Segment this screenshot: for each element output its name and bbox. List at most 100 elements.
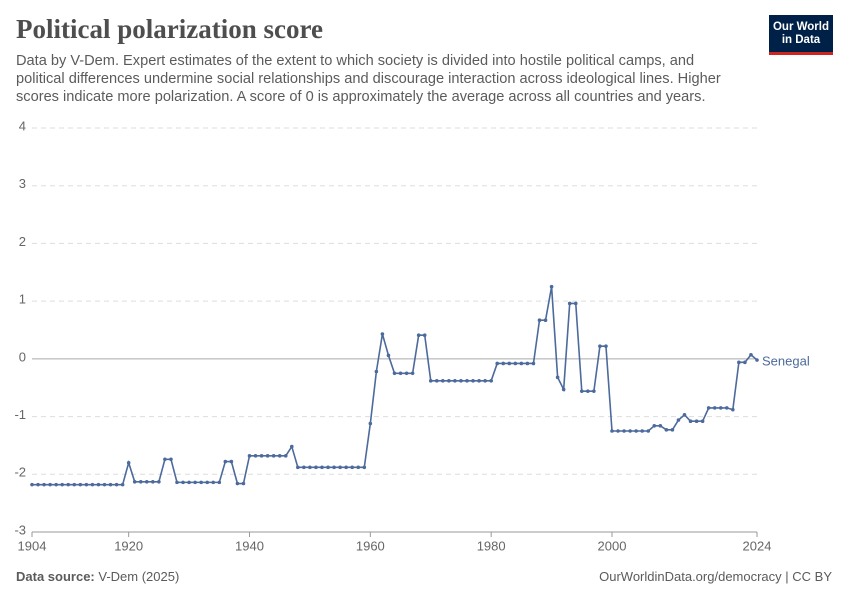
data-point xyxy=(724,406,729,410)
data-point xyxy=(428,378,433,383)
data-point xyxy=(132,479,137,484)
data-point xyxy=(84,482,89,487)
source-label: Data source: xyxy=(16,569,95,584)
data-point xyxy=(253,454,258,458)
data-point xyxy=(374,369,379,374)
data-point xyxy=(181,480,185,485)
x-tick-label: 1980 xyxy=(477,538,506,553)
data-point xyxy=(652,424,657,428)
series-label: Senegal xyxy=(762,353,810,368)
data-point xyxy=(332,465,336,470)
data-point xyxy=(78,482,83,487)
data-point xyxy=(314,465,318,470)
data-point xyxy=(144,479,149,484)
data-point xyxy=(350,465,355,470)
series-line xyxy=(32,286,758,486)
data-point xyxy=(102,482,107,487)
data-point xyxy=(718,406,723,410)
data-point xyxy=(471,378,475,383)
data-point xyxy=(670,428,675,432)
chart-subtitle: Data by V-Dem. Expert estimates of the e… xyxy=(16,53,721,105)
data-point xyxy=(308,465,312,470)
data-point xyxy=(495,361,500,366)
x-tick-label: 1904 xyxy=(18,538,47,553)
data-point xyxy=(42,482,46,487)
data-point xyxy=(265,454,270,458)
data-point xyxy=(30,482,34,487)
data-point xyxy=(114,482,119,487)
data-point xyxy=(320,465,324,470)
data-point xyxy=(610,429,614,433)
data-point xyxy=(755,358,759,362)
chart-title: Political polarization score xyxy=(16,14,323,44)
data-point xyxy=(712,406,717,410)
data-point xyxy=(700,419,705,423)
data-point xyxy=(362,465,367,470)
data-point xyxy=(72,482,77,487)
source: Data source: V-Dem (2025) xyxy=(16,569,179,584)
data-point xyxy=(96,482,101,487)
data-point xyxy=(579,389,584,393)
data-point xyxy=(465,378,469,383)
credit[interactable]: OurWorldinData.org/democracy | CC BY xyxy=(599,569,832,584)
logo[interactable]: Our World in Data xyxy=(769,15,833,55)
data-point xyxy=(277,454,282,458)
data-point xyxy=(549,284,554,289)
data-point xyxy=(459,378,463,383)
data-point xyxy=(592,389,596,393)
y-tick-label: 2 xyxy=(19,234,26,249)
data-point xyxy=(441,378,445,383)
data-point xyxy=(676,418,681,422)
data-point xyxy=(477,378,481,383)
data-point xyxy=(598,344,602,348)
data-point xyxy=(622,429,626,433)
data-point xyxy=(289,444,294,449)
data-point xyxy=(380,332,385,336)
data-point xyxy=(36,482,40,487)
data-point xyxy=(604,344,608,348)
data-point xyxy=(211,480,216,485)
data-point xyxy=(338,465,342,470)
x-tick-label: 1940 xyxy=(235,538,264,553)
x-tick-label: 2000 xyxy=(598,538,627,553)
data-point xyxy=(519,361,524,366)
data-point xyxy=(434,378,439,383)
data-point xyxy=(658,424,663,428)
data-point xyxy=(247,454,252,458)
data-point xyxy=(108,482,113,487)
y-tick-label: 4 xyxy=(19,118,26,133)
data-point xyxy=(217,480,222,485)
data-point xyxy=(694,419,699,423)
data-point xyxy=(586,389,590,393)
data-point xyxy=(561,387,566,392)
data-point xyxy=(628,429,632,433)
data-point xyxy=(241,481,246,486)
data-point xyxy=(356,465,361,470)
data-point xyxy=(422,333,427,337)
y-tick-label: -1 xyxy=(14,407,26,422)
source-text: V-Dem (2025) xyxy=(98,569,180,584)
data-point xyxy=(48,482,52,487)
data-point xyxy=(489,378,493,383)
data-point xyxy=(664,428,669,432)
data-point xyxy=(187,480,191,485)
x-tick-label: 1960 xyxy=(356,538,385,553)
data-point xyxy=(151,479,155,484)
data-point xyxy=(205,480,210,485)
data-point xyxy=(749,353,753,357)
data-point xyxy=(163,457,167,462)
data-point xyxy=(682,413,687,417)
data-point xyxy=(193,480,197,485)
data-point xyxy=(169,457,173,462)
data-point xyxy=(138,479,143,484)
data-point xyxy=(555,375,560,380)
data-point xyxy=(302,465,306,470)
data-point xyxy=(175,480,179,485)
data-point xyxy=(60,482,65,487)
data-point xyxy=(157,479,161,484)
data-point xyxy=(416,333,421,337)
data-point xyxy=(634,429,638,433)
data-point xyxy=(229,459,234,464)
data-point xyxy=(344,465,348,470)
